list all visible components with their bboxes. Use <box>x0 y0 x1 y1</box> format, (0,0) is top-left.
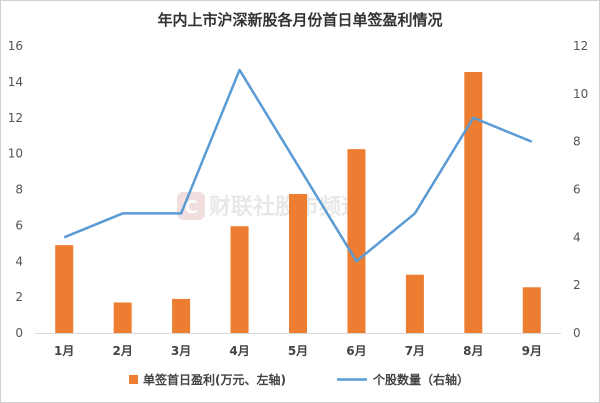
watermark-logo-letter: C <box>184 197 197 218</box>
left-tick-label: 2 <box>15 290 23 304</box>
right-tick-label: 0 <box>573 326 581 340</box>
x-tick-label: 8月 <box>463 344 483 358</box>
bar <box>347 149 366 333</box>
left-tick-label: 4 <box>15 254 23 268</box>
line-series <box>63 68 533 263</box>
left-tick-label: 8 <box>15 183 23 197</box>
x-tick-label: 6月 <box>346 344 366 358</box>
right-tick-label: 10 <box>573 87 588 101</box>
left-tick-label: 0 <box>15 326 23 340</box>
x-tick-label: 9月 <box>522 344 542 358</box>
right-axis: 0 2 4 6 8 10 12 <box>573 39 588 340</box>
watermark-logo-icon <box>177 192 205 220</box>
x-axis: 1月 2月 3月 4月 5月 6月 7月 8月 9月 <box>54 344 542 358</box>
x-tick-label: 1月 <box>54 344 74 358</box>
legend-line-label: 个股数量（右轴） <box>372 372 469 387</box>
x-tick-label: 2月 <box>112 344 132 358</box>
legend-bar-swatch <box>129 375 138 384</box>
bar-series <box>55 72 541 334</box>
left-tick-label: 10 <box>8 147 23 161</box>
bar <box>522 287 541 333</box>
left-tick-label: 12 <box>8 111 23 125</box>
bar <box>172 298 191 333</box>
bar <box>405 274 424 333</box>
x-tick-label: 5月 <box>288 344 308 358</box>
right-tick-label: 12 <box>573 39 588 53</box>
watermark: C 财联社股市频道 <box>177 192 363 220</box>
chart-title: 年内上市沪深新股各月份首日单签盈利情况 <box>157 11 442 29</box>
x-tick-label: 7月 <box>405 344 425 358</box>
right-tick-label: 6 <box>573 183 581 197</box>
bar <box>55 245 74 333</box>
right-tick-label: 4 <box>573 230 581 244</box>
x-tick-label: 3月 <box>171 344 191 358</box>
left-tick-label: 6 <box>15 218 23 232</box>
x-tick-label: 4月 <box>229 344 249 358</box>
watermark-text: 财联社股市频道 <box>209 194 363 220</box>
legend-bar-label: 单签首日盈利(万元、左轴) <box>143 372 286 387</box>
left-tick-label: 14 <box>8 75 23 89</box>
left-tick-label: 16 <box>8 39 23 53</box>
series-line <box>63 68 533 263</box>
right-tick-label: 8 <box>573 135 581 149</box>
right-tick-label: 2 <box>573 278 581 292</box>
bar <box>230 226 249 333</box>
bar <box>464 72 483 334</box>
left-axis: 0 2 4 6 8 10 12 14 16 <box>8 39 23 340</box>
bar <box>289 193 307 333</box>
bar <box>113 302 132 333</box>
legend: 单签首日盈利(万元、左轴) 个股数量（右轴） <box>129 372 469 387</box>
